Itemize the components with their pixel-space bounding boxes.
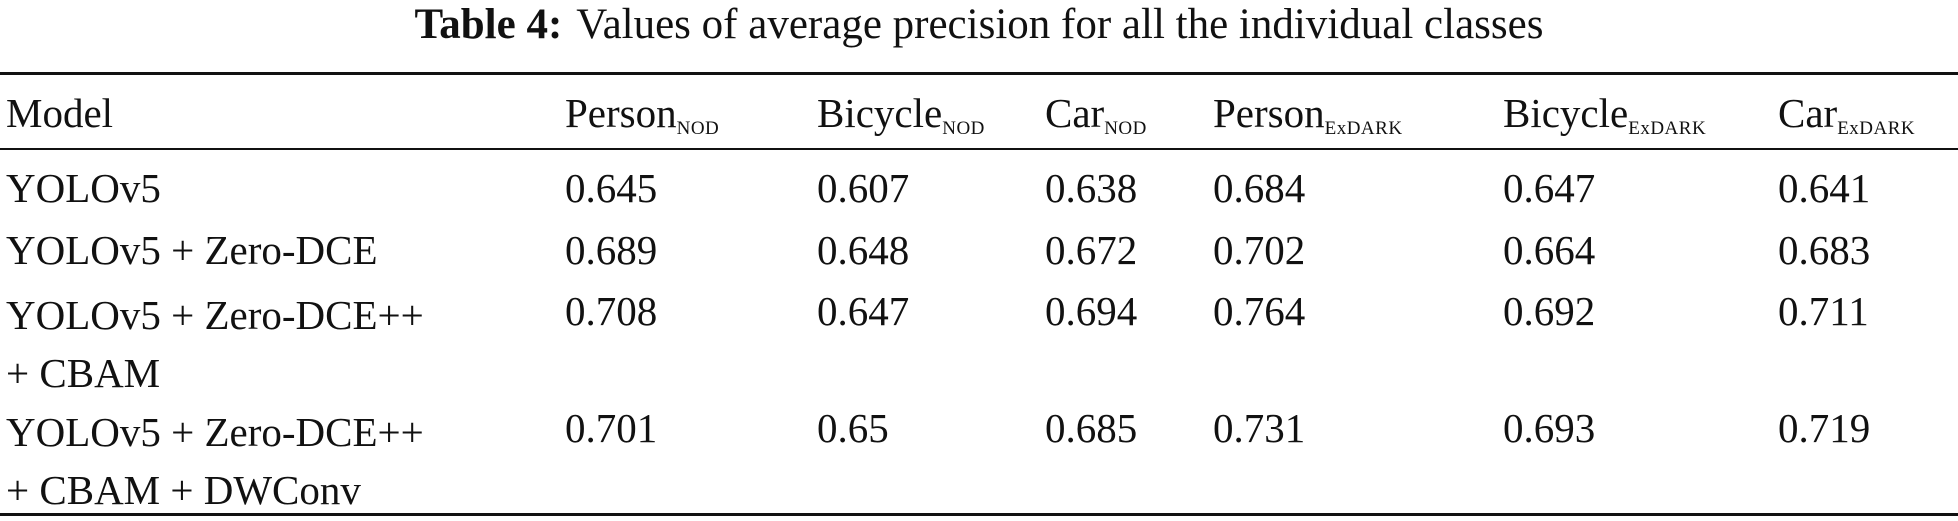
value-car-nod: 0.685 <box>1045 405 1138 451</box>
value-person-nod: 0.689 <box>565 227 658 273</box>
header-bicycle-exdark: BicycleExDARK <box>1503 88 1706 147</box>
header-name: Bicycle <box>1503 90 1629 136</box>
value-bicycle-exdark: 0.647 <box>1503 165 1596 211</box>
header-name: Bicycle <box>817 90 943 136</box>
value-person-nod: 0.701 <box>565 405 658 451</box>
value-person-nod: 0.708 <box>565 288 658 334</box>
header-sub: ExDARK <box>1837 118 1916 139</box>
model-name: YOLOv5 <box>6 165 161 211</box>
value-bicycle-exdark: 0.664 <box>1503 227 1596 273</box>
model-name-line: + CBAM <box>6 350 161 396</box>
model-name-line: YOLOv5 + Zero-DCE++ <box>6 409 424 455</box>
header-car-nod: CarNOD <box>1045 88 1147 147</box>
caption-label: Table 4: <box>414 1 563 48</box>
value-bicycle-exdark: 0.692 <box>1503 288 1596 334</box>
header-rule <box>0 148 1958 150</box>
header-sub: NOD <box>676 118 720 139</box>
model-name: YOLOv5 + Zero-DCE <box>6 227 378 273</box>
model-name: YOLOv5 + Zero-DCE++ + CBAM + DWConv <box>6 403 424 519</box>
header-name: Person <box>565 90 677 136</box>
value-car-exdark: 0.641 <box>1778 165 1871 211</box>
value-person-exdark: 0.764 <box>1213 288 1306 334</box>
header-car-exdark: CarExDARK <box>1778 88 1915 147</box>
value-bicycle-nod: 0.607 <box>817 165 910 211</box>
value-person-nod: 0.645 <box>565 165 658 211</box>
model-name-line: + CBAM + DWConv <box>6 467 361 513</box>
header-sub: NOD <box>942 118 985 139</box>
header-name: Car <box>1045 90 1105 136</box>
model-name-line: YOLOv5 + Zero-DCE++ <box>6 292 424 338</box>
header-sub: ExDARK <box>1628 118 1707 139</box>
value-car-exdark: 0.711 <box>1778 288 1869 334</box>
value-bicycle-exdark: 0.693 <box>1503 405 1596 451</box>
value-bicycle-nod: 0.648 <box>817 227 910 273</box>
caption-text: Values of average precision for all the … <box>576 1 1544 48</box>
header-name: Car <box>1778 90 1838 136</box>
header-sub: ExDARK <box>1324 118 1403 139</box>
value-bicycle-nod: 0.647 <box>817 288 910 334</box>
value-bicycle-nod: 0.65 <box>817 405 889 451</box>
value-car-nod: 0.638 <box>1045 165 1138 211</box>
value-person-exdark: 0.684 <box>1213 165 1306 211</box>
header-model: Model <box>6 90 114 136</box>
value-car-nod: 0.672 <box>1045 227 1138 273</box>
table-caption: Table 4: Values of average precision for … <box>0 0 1958 56</box>
header-sub: NOD <box>1104 118 1147 139</box>
model-name: YOLOv5 + Zero-DCE++ + CBAM <box>6 286 424 402</box>
header-person-exdark: PersonExDARK <box>1213 88 1403 147</box>
header-name: Person <box>1213 90 1325 136</box>
header-bicycle-nod: BicycleNOD <box>817 88 985 147</box>
bottom-rule <box>0 513 1958 516</box>
top-rule <box>0 72 1958 75</box>
value-car-exdark: 0.719 <box>1778 405 1871 451</box>
value-person-exdark: 0.702 <box>1213 227 1306 273</box>
header-person-nod: PersonNOD <box>565 88 719 147</box>
value-car-nod: 0.694 <box>1045 288 1138 334</box>
value-car-exdark: 0.683 <box>1778 227 1871 273</box>
value-person-exdark: 0.731 <box>1213 405 1306 451</box>
